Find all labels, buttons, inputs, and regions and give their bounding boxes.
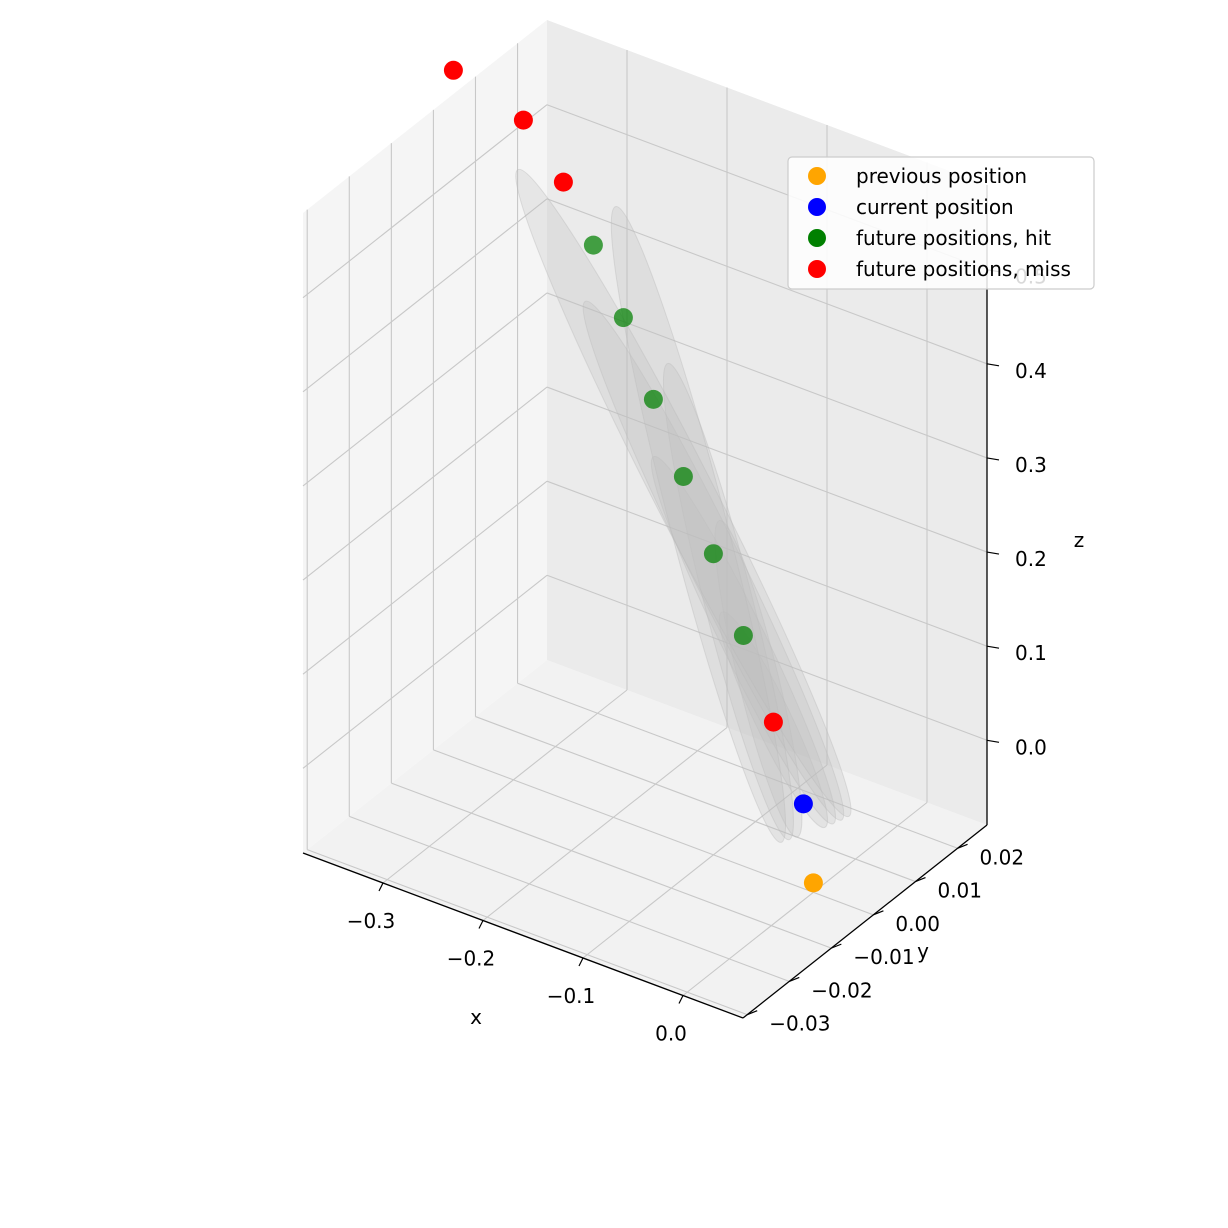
grid-z-left-0 [302, 574, 548, 769]
x-tick-label-2: −0.1 [547, 984, 596, 1008]
ellipsoid-6 [515, 168, 852, 818]
legend-marker-current-position [808, 198, 826, 216]
left-wall-pane [303, 20, 547, 853]
y-tick-label-0: −0.03 [769, 1012, 830, 1036]
x-axis-line [302, 852, 744, 1019]
grid-z-left-4 [302, 198, 548, 393]
z-tick-4 [986, 363, 1000, 367]
legend-label-current-position: current position [856, 195, 1014, 219]
grid-lines [302, 43, 988, 1016]
grid-x-floor-2 [582, 764, 828, 959]
x-tick-3 [678, 995, 684, 1004]
data-points [443, 60, 823, 893]
floor-pane [303, 660, 987, 1018]
y-tick-4 [915, 877, 926, 883]
ellipsoid-3 [662, 362, 794, 841]
grid-z-back-1 [546, 480, 988, 647]
legend: previous position current position futur… [787, 156, 1095, 290]
point-current-position-0 [793, 794, 813, 814]
point-future-positions-hit-5 [583, 235, 603, 255]
legend-label-future-miss: future positions, miss [856, 257, 1071, 281]
legend-entry-future-hit: future positions, hit [808, 226, 1051, 250]
y-tick-2 [831, 943, 842, 949]
y-axis-line [742, 824, 988, 1019]
z-tick-0 [986, 739, 1000, 743]
axis-lines [302, 185, 988, 1019]
x-tick-label-3: 0.0 [655, 1022, 687, 1046]
x-tick-2 [578, 957, 584, 967]
y-tick-label-4: 0.01 [937, 879, 982, 903]
point-previous-position-0 [803, 873, 823, 893]
grid-z-back-2 [546, 386, 988, 553]
grid-z-back-0 [546, 574, 988, 741]
point-future-positions-miss-2 [513, 110, 533, 130]
x-axis-label: x [470, 1005, 482, 1029]
legend-frame [787, 156, 1095, 290]
y-axis-label: y [917, 939, 929, 963]
grid-z-left-1 [302, 480, 548, 675]
z-tick-3 [986, 457, 1000, 461]
point-future-positions-miss-0 [763, 712, 783, 732]
point-future-positions-hit-0 [733, 626, 753, 645]
grid-z-back-4 [546, 198, 988, 365]
grid-z-left-3 [302, 292, 548, 487]
grid-y-floor-3 [433, 749, 874, 916]
z-axis-label: z [1074, 528, 1085, 552]
x-tick-label-0: −0.3 [347, 909, 396, 933]
y-tick-label-5: 0.02 [980, 845, 1025, 869]
grid-x-floor-3 [682, 802, 928, 996]
legend-entry-future-miss: future positions, miss [808, 257, 1071, 281]
z-tick-label-4: 0.4 [1015, 359, 1047, 383]
point-future-positions-hit-3 [643, 389, 663, 409]
z-tick-1 [986, 645, 1000, 649]
grid-z-left-2 [302, 386, 548, 581]
x-tick-0 [378, 882, 384, 892]
grid-x-floor-1 [482, 727, 728, 921]
point-future-positions-miss-1 [553, 172, 573, 192]
legend-marker-previous-position [808, 167, 826, 185]
legend-entry-current-position: current position [808, 195, 1014, 219]
point-future-positions-miss-3 [443, 60, 463, 80]
z-tick-label-3: 0.3 [1015, 453, 1047, 477]
z-tick-label-1: 0.1 [1015, 641, 1047, 665]
y-tick-label-1: −0.02 [811, 978, 872, 1002]
y-tick-1 [789, 976, 800, 982]
x-tick-label-1: −0.2 [447, 947, 496, 971]
point-future-positions-hit-1 [703, 544, 723, 564]
grid-y-floor-2 [391, 782, 832, 949]
z-tick-label-0: 0.0 [1015, 735, 1047, 759]
grid-z-left-5 [302, 104, 548, 299]
z-tick-2 [986, 551, 1000, 555]
y-tick-label-3: 0.00 [895, 912, 940, 936]
grid-y-floor-1 [349, 815, 790, 982]
y-tick-3 [873, 910, 884, 916]
ellipsoid-5 [610, 206, 787, 843]
grid-y-floor-5 [517, 682, 958, 849]
legend-marker-future-miss [808, 260, 826, 278]
legend-marker-future-hit [808, 229, 826, 247]
z-tick-label-2: 0.2 [1015, 547, 1047, 571]
grid-y-floor-0 [307, 849, 748, 1016]
ellipsoid-1 [714, 519, 803, 838]
x-tick-1 [478, 920, 484, 929]
legend-entry-previous-position: previous position [808, 164, 1027, 188]
y-tick-0 [746, 1010, 758, 1016]
y-tick-5 [957, 843, 968, 849]
legend-label-future-hit: future positions, hit [856, 226, 1051, 250]
grid-x-floor-0 [382, 689, 628, 884]
grid-y-floor-4 [475, 716, 916, 883]
legend-label-previous-position: previous position [856, 164, 1027, 188]
y-tick-label-2: −0.01 [853, 945, 914, 969]
point-future-positions-hit-2 [673, 467, 693, 486]
point-future-positions-hit-4 [613, 308, 633, 328]
